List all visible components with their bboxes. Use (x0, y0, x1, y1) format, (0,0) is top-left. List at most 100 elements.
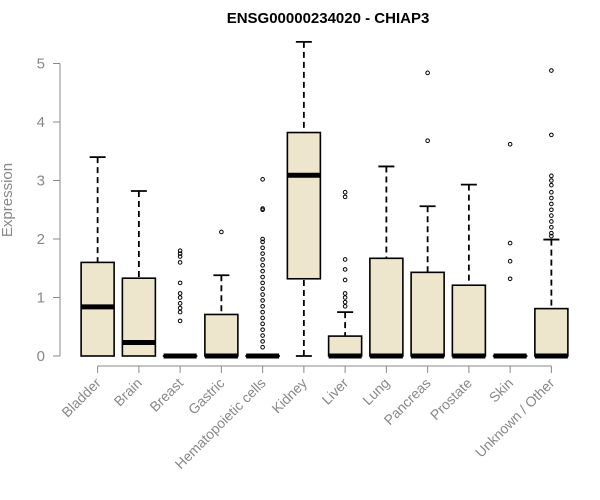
outlier-point (260, 333, 265, 338)
outlier-point (260, 206, 265, 211)
outlier-point (425, 138, 430, 144)
y-tick-label: 2 (37, 231, 45, 248)
outlier-point (260, 344, 265, 350)
outlier-point (549, 207, 554, 213)
box-group (327, 189, 363, 359)
outlier-point (342, 257, 348, 262)
outlier-point (549, 225, 554, 230)
box-group (204, 229, 239, 359)
box-iqr (327, 335, 363, 357)
y-tick-label: 1 (37, 290, 45, 307)
outlier-point (549, 201, 554, 207)
outlier-point (177, 251, 183, 256)
outlier-point (177, 280, 183, 286)
outlier-point (549, 132, 554, 138)
outlier-point (260, 257, 265, 262)
x-tick-label: Liver (318, 375, 351, 408)
x-tick-label: Brain (111, 375, 145, 409)
outlier-point (219, 229, 224, 235)
box-series (80, 40, 569, 359)
outlier-point (177, 254, 183, 259)
box-group (286, 40, 322, 357)
outlier-point (260, 251, 265, 256)
y-axis-label: Expression (0, 163, 16, 237)
outlier-point (342, 291, 348, 296)
y-tick-label: 4 (37, 114, 45, 131)
outlier-point (260, 239, 265, 245)
outlier-point (260, 327, 265, 332)
outlier-point (260, 303, 265, 309)
outlier-point (177, 318, 183, 324)
y-tick-label: 3 (37, 173, 45, 190)
x-tick-label: Breast (146, 375, 186, 415)
outlier-point (260, 315, 265, 321)
outlier-point (549, 182, 554, 188)
y-tick-label: 5 (37, 56, 45, 73)
outlier-point (260, 263, 265, 268)
box-iqr (410, 271, 445, 357)
outlier-point (342, 295, 348, 300)
x-tick-label: Prostate (427, 375, 475, 423)
outlier-point (260, 339, 265, 344)
box-group (121, 190, 157, 357)
outlier-point (177, 295, 183, 300)
box-group (451, 183, 487, 359)
outlier-point (177, 260, 183, 265)
outlier-point (425, 70, 430, 76)
box-group (80, 156, 115, 357)
outlier-point (549, 68, 554, 73)
outlier-point (177, 309, 183, 315)
outlier-point (260, 292, 265, 297)
outlier-point (177, 248, 183, 253)
x-tick-label: Bladder (58, 375, 104, 421)
outlier-point (507, 258, 513, 264)
box-group (245, 177, 280, 359)
box-group (492, 141, 528, 359)
outlier-point (549, 219, 554, 224)
outlier-point (177, 301, 183, 306)
box-iqr (534, 307, 569, 357)
outlier-point (260, 177, 265, 182)
outlier-point (549, 213, 554, 218)
x-tick-label: Kidney (268, 375, 310, 417)
outlier-point (549, 230, 554, 236)
outlier-point (342, 277, 348, 283)
outlier-point (549, 195, 554, 201)
outlier-point (260, 309, 265, 315)
box-iqr (286, 131, 322, 280)
box-group (410, 70, 445, 359)
outlier-point (260, 245, 265, 251)
outlier-point (507, 240, 513, 246)
outlier-point (260, 321, 265, 327)
outlier-point (342, 189, 348, 195)
box-group (534, 68, 569, 359)
outlier-point (177, 291, 183, 296)
y-axis: 0 1 2 3 4 5 (37, 56, 61, 365)
outlier-point (260, 286, 265, 292)
outlier-point (549, 173, 554, 179)
outlier-point (507, 276, 513, 282)
x-tick-label: Skin (486, 375, 517, 406)
box-iqr (451, 284, 487, 357)
outlier-point (260, 236, 265, 242)
box-group (369, 165, 404, 359)
outlier-point (177, 305, 183, 311)
box-group (162, 248, 198, 359)
outlier-point (549, 189, 554, 195)
outlier-point (549, 178, 554, 183)
outlier-point (260, 274, 265, 280)
outlier-point (260, 280, 265, 286)
outlier-point (342, 194, 348, 200)
box-iqr (369, 257, 404, 357)
outlier-point (507, 141, 513, 147)
outlier-point (342, 299, 348, 305)
chart-title: ENSG00000234020 - CHIAP3 (227, 10, 430, 27)
x-tick-label: Lung (359, 375, 392, 408)
outlier-point (549, 233, 554, 239)
outlier-point (342, 303, 348, 309)
outlier-point (260, 268, 265, 274)
box-iqr (204, 313, 239, 357)
y-tick-label: 0 (37, 348, 45, 365)
